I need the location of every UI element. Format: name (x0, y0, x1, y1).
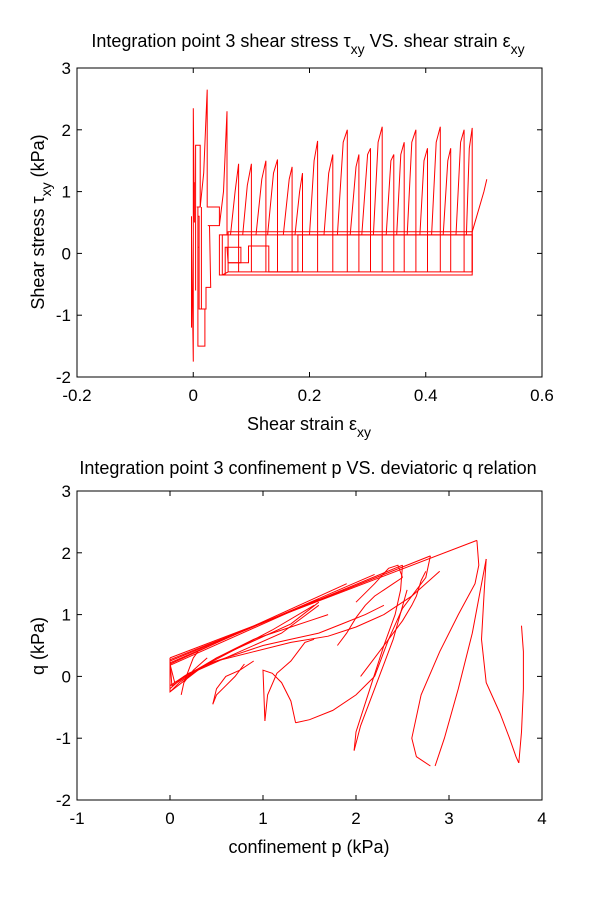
y-tick-label: -1 (56, 729, 71, 748)
data-series-line-13 (411, 540, 480, 767)
data-series-line-12 (169, 570, 441, 687)
data-series-line-18 (349, 154, 360, 272)
x-axis-label-epsilon-symbol: ε (349, 414, 357, 434)
y-tick-label: 1 (62, 183, 71, 202)
data-series-line-24 (419, 148, 428, 272)
y-axis-label: Shear stress τxy (kPa) (28, 134, 54, 309)
data-series-group (169, 539, 524, 767)
data-series-line-20 (295, 676, 375, 724)
y-axis-label-tau-symbol: τ (28, 196, 48, 203)
data-series-line-21 (385, 154, 395, 272)
chart-title: Integration point 3 confinement p VS. de… (79, 458, 536, 478)
data-series-line-4 (218, 111, 242, 276)
y-axis-label: q (kPa) (28, 617, 48, 675)
y-axis-label-subscript: xy (38, 182, 54, 196)
chart-title-epsilon-subscript: xy (511, 41, 525, 57)
y-tick-label: 3 (62, 482, 71, 501)
x-axis-ticks: -1 0 1 2 3 4 (69, 491, 547, 828)
data-series-line-13 (282, 166, 293, 272)
chart-title-tau-symbol: τ (343, 31, 350, 51)
data-series-line-17 (434, 558, 487, 767)
x-tick-label: 0.2 (298, 386, 322, 405)
chart-title-mid: VS. shear strain (365, 31, 503, 51)
y-axis-label-main: Shear stress (28, 204, 48, 310)
data-series-line-19 (518, 625, 524, 763)
y-tick-label: -2 (56, 368, 71, 387)
x-tick-label: 0.6 (530, 386, 554, 405)
x-tick-label: 2 (351, 809, 360, 828)
y-tick-label: 2 (62, 544, 71, 563)
x-axis-ticks: -0.2 0 0.2 0.4 0.6 (62, 68, 554, 405)
data-series-line-6 (221, 234, 473, 276)
x-axis-label: confinement p (kPa) (228, 837, 389, 857)
y-tick-label: -2 (56, 791, 71, 810)
y-tick-label: -1 (56, 306, 71, 325)
data-series-line-8 (471, 179, 488, 232)
x-tick-label: -1 (69, 809, 84, 828)
data-series-line-18 (480, 558, 520, 764)
data-series-line-17 (336, 129, 348, 272)
chart-title-main: Integration point 3 shear stress (91, 31, 343, 51)
data-series-line-15 (309, 140, 319, 272)
data-series-line-25 (431, 126, 441, 272)
x-tick-label: 0 (165, 809, 174, 828)
chart-title-epsilon-symbol: ε (503, 31, 511, 51)
data-series-line-19 (361, 148, 371, 272)
data-series-line-4 (169, 539, 478, 659)
y-axis-ticks: -2 -1 0 1 2 3 (56, 59, 542, 387)
data-series-line-16 (353, 589, 408, 751)
data-series-line-23 (406, 129, 417, 272)
x-axis-label: Shear strain εxy (247, 414, 371, 440)
chart-title: Integration point 3 shear stress τxy VS.… (91, 31, 524, 57)
x-tick-label: 0 (189, 386, 198, 405)
y-tick-label: 0 (62, 244, 71, 263)
shear-stress-strain-chart: Integration point 3 shear stress τxy VS.… (28, 31, 554, 440)
data-series-line-14 (294, 173, 303, 272)
data-series-line-26 (360, 571, 427, 677)
data-series-line-14 (374, 555, 431, 677)
x-tick-label: 3 (444, 809, 453, 828)
y-axis-ticks: -2 -1 0 1 2 3 (56, 482, 542, 810)
data-series-line-1 (191, 108, 195, 362)
y-tick-label: 2 (62, 121, 71, 140)
data-series-line-9 (230, 163, 240, 272)
x-tick-label: -0.2 (62, 386, 91, 405)
data-series-line-28 (465, 127, 473, 272)
y-tick-label: 3 (62, 59, 71, 78)
data-series-line-9 (169, 598, 320, 666)
plot-area-frame (76, 490, 543, 801)
x-tick-label: 0.4 (414, 386, 438, 405)
x-tick-label: 4 (537, 809, 546, 828)
data-series-line-25 (180, 651, 208, 696)
x-tick-label: 1 (258, 809, 267, 828)
data-series-line-2 (195, 144, 206, 347)
x-axis-label-subscript: xy (357, 424, 371, 440)
data-series-line-26 (442, 148, 452, 272)
data-series-line-11 (255, 160, 267, 272)
data-series-line-16 (323, 154, 334, 272)
y-tick-label: 1 (62, 606, 71, 625)
y-tick-label: 0 (62, 667, 71, 686)
data-series-line-24 (212, 660, 254, 705)
data-series-line-27 (336, 577, 403, 646)
x-axis-label-main: Shear strain (247, 414, 349, 434)
data-series-line-23 (212, 663, 245, 705)
data-series-line-3 (199, 89, 220, 310)
y-axis-label-unit: (kPa) (28, 134, 48, 182)
data-series-line-22 (396, 142, 405, 272)
data-series-line-20 (372, 126, 383, 272)
data-series-line-27 (455, 129, 465, 272)
data-series-line-21 (262, 669, 297, 723)
confinement-deviatoric-chart: Integration point 3 confinement p VS. de… (28, 458, 547, 857)
data-series-line-22 (264, 638, 315, 721)
data-series-line-28 (355, 564, 403, 603)
data-series-group (191, 89, 488, 362)
data-series-line-12 (267, 159, 278, 272)
data-series-line-10 (242, 163, 252, 272)
data-series-line-8 (169, 583, 347, 665)
chart-title-tau-subscript: xy (351, 41, 365, 57)
